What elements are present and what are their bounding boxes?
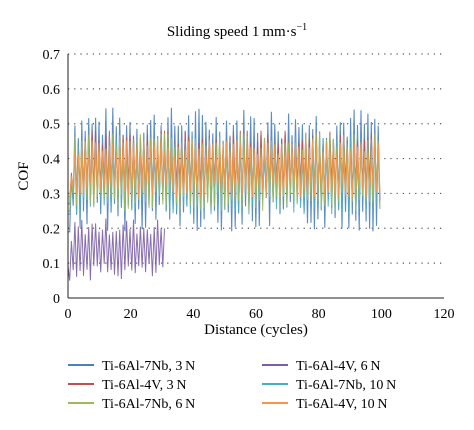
y-tick-label: 0.6 <box>43 83 61 98</box>
legend-label: Ti-6Al-7Nb, 3 N <box>102 359 195 374</box>
y-tick-label: 0 <box>53 292 60 307</box>
x-tick-labels: 0 20 40 60 80 100 120 <box>65 307 455 322</box>
x-tick-label: 0 <box>65 307 72 322</box>
x-tick-label: 40 <box>186 307 200 322</box>
y-tick-labels: 0 0.1 0.2 0.3 0.4 0.5 0.6 0.7 <box>43 48 61 307</box>
legend-label: Ti-6Al-7Nb, 10 N <box>296 378 396 393</box>
legend-label: Ti-6Al-4V, 10 N <box>296 397 388 412</box>
x-tick-label: 120 <box>434 307 455 322</box>
x-tick-label: 20 <box>124 307 138 322</box>
x-tick-label: 100 <box>371 307 392 322</box>
y-tick-label: 0.7 <box>43 48 61 63</box>
y-tick-label: 0.3 <box>43 187 61 202</box>
legend-label: Ti-6Al-4V, 6 N <box>296 359 381 374</box>
series-line <box>68 139 381 198</box>
legend: Ti-6Al-7Nb, 3 N Ti-6Al-4V, 6 N Ti-6Al-4V, … <box>68 359 396 412</box>
y-axis-label: COF <box>16 161 32 190</box>
y-tick-label: 0.1 <box>43 257 61 272</box>
chart-title: Sliding speed 1 mm·s−1 <box>167 22 307 40</box>
x-tick-label: 80 <box>312 307 326 322</box>
series-layer <box>67 107 381 281</box>
x-axis-label: Distance (cycles) <box>204 322 308 338</box>
axes <box>67 54 444 299</box>
y-tick-label: 0.5 <box>43 118 61 133</box>
series-line <box>67 218 165 281</box>
y-tick-label: 0.4 <box>43 153 61 168</box>
y-tick-label: 0.2 <box>43 222 61 237</box>
legend-label: Ti-6Al-4V, 3 N <box>102 378 187 393</box>
x-tick-label: 60 <box>249 307 263 322</box>
legend-label: Ti-6Al-7Nb, 6 N <box>102 397 195 412</box>
